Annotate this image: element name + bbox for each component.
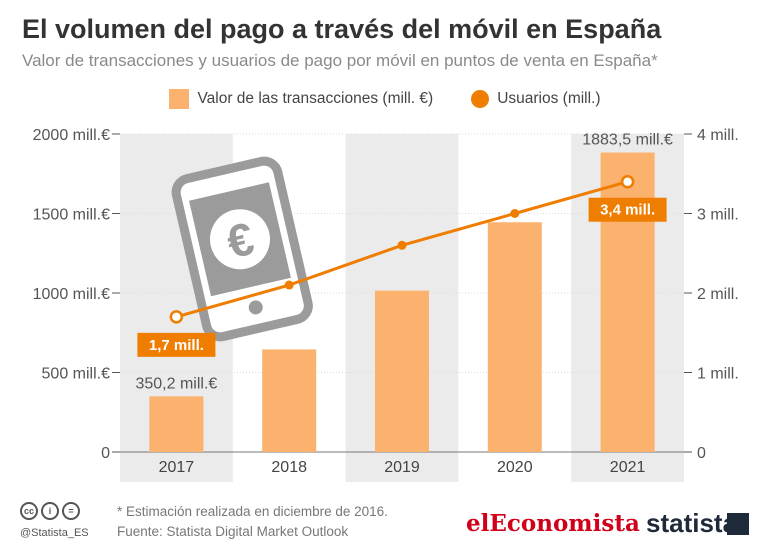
legend-swatch-bars — [169, 89, 190, 109]
chart-title: El volumen del pago a través del móvil e… — [22, 14, 662, 44]
eleconomista-logo: elEconomista — [466, 510, 640, 537]
x-tick-label: 2019 — [384, 459, 420, 476]
footer-notes: * Estimación realizada en diciembre de 2… — [117, 502, 388, 542]
legend-label-bars: Valor de las transacciones (mill. €) — [197, 90, 434, 107]
right-tick-label: 2 mill. — [697, 286, 739, 303]
right-tick-label: 3 mill. — [697, 207, 739, 224]
x-tick-label: 2017 — [159, 459, 195, 476]
phone-button — [248, 300, 263, 315]
left-tick-label: 2000 mill.€ — [33, 127, 110, 144]
license-icons: cc i = — [20, 502, 80, 520]
x-tick-label: 2021 — [610, 459, 646, 476]
line-label-box — [137, 332, 216, 357]
attribution-icon: i — [41, 502, 59, 520]
bar-data-label: 350,2 mill.€ — [135, 375, 217, 392]
cc-icon: cc — [20, 502, 38, 520]
line-point — [510, 209, 520, 218]
chart-subtitle: Valor de transacciones y usuarios de pag… — [22, 51, 658, 70]
right-tick-label: 0 — [697, 445, 706, 462]
right-tick-label: 4 mill. — [697, 127, 739, 144]
no-derivatives-icon: = — [62, 502, 80, 520]
legend-label-line: Usuarios (mill.) — [497, 90, 601, 107]
left-tick-label: 1500 mill.€ — [33, 207, 110, 224]
line-point — [284, 280, 294, 290]
line-data-label: 3,4 mill. — [600, 202, 655, 219]
source-text: Fuente: Statista Digital Market Outlook — [117, 524, 349, 539]
social-handle: @Statista_ES — [20, 527, 89, 539]
legend-swatch-line — [471, 90, 490, 108]
legend-item-line: Usuarios (mill.) — [471, 89, 601, 109]
line-point — [397, 240, 407, 250]
left-tick-label: 0 — [101, 445, 110, 462]
statista-logo-mark — [727, 513, 749, 535]
line-point — [620, 174, 635, 189]
legend-item-bars: Valor de las transacciones (mill. €) — [169, 89, 433, 109]
x-tick-label: 2018 — [271, 459, 307, 476]
left-tick-label: 1000 mill.€ — [33, 286, 110, 303]
bar-data-label: 1883,5 mill.€ — [582, 132, 673, 149]
legend: Valor de las transacciones (mill. €) Usu… — [0, 89, 770, 109]
bar — [375, 290, 429, 452]
bar — [600, 152, 655, 452]
line-label-box — [588, 197, 667, 222]
line-data-label: 1,7 mill. — [149, 337, 204, 354]
bar — [487, 222, 542, 452]
left-tick-label: 500 mill.€ — [42, 366, 111, 383]
smartphone-euro-icon: € — [171, 156, 313, 342]
euro-coin — [209, 209, 270, 270]
bar — [149, 396, 204, 452]
x-tick-label: 2020 — [497, 459, 533, 476]
line-point — [169, 310, 184, 324]
footnote: * Estimación realizada en diciembre de 2… — [117, 504, 388, 519]
bar — [262, 349, 317, 452]
statista-logo: statista — [646, 508, 738, 538]
right-tick-label: 1 mill. — [697, 366, 739, 383]
